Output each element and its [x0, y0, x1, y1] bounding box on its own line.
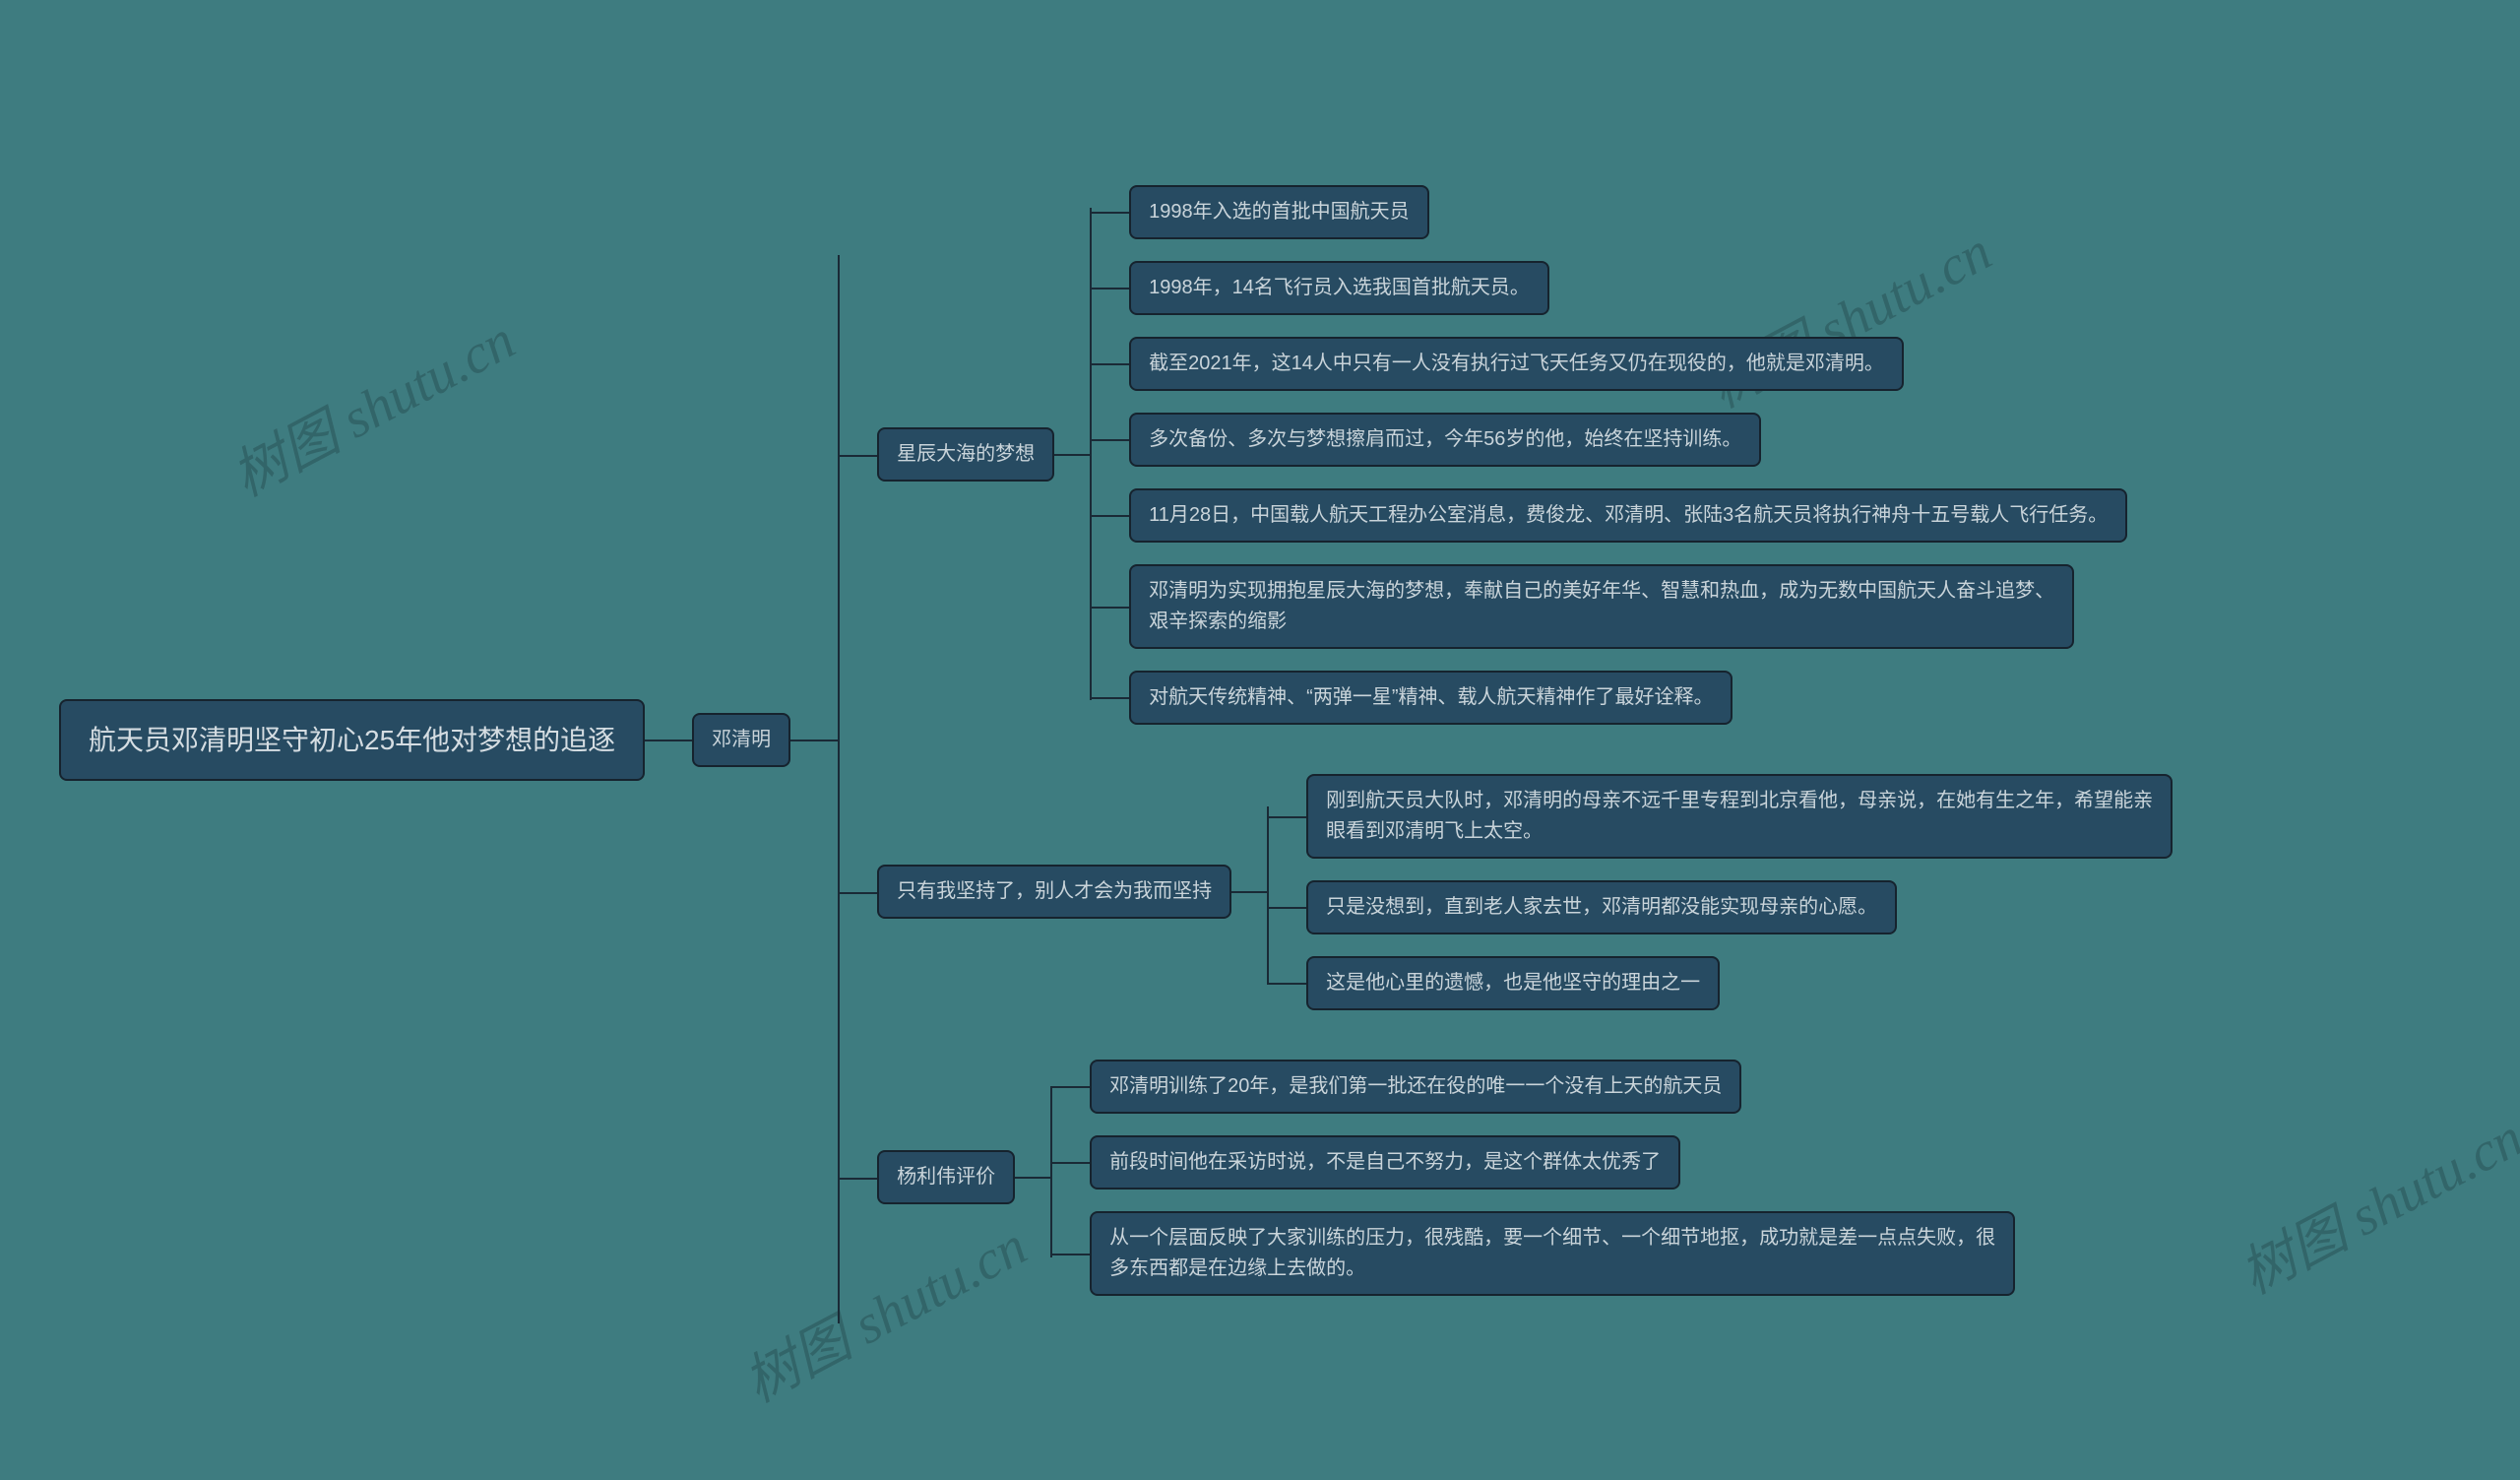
- leaf-node[interactable]: 这是他心里的遗憾，也是他坚守的理由之一: [1306, 956, 1720, 1010]
- level2-children: 星辰大海的梦想 1998年入选的首批中国航天员 1998年，14名飞行员入选我国…: [877, 185, 2173, 1296]
- root-node[interactable]: 航天员邓清明坚守初心25年他对梦想的追逐: [59, 699, 645, 781]
- leaf-node[interactable]: 1998年，14名飞行员入选我国首批航天员。: [1129, 261, 1549, 315]
- connector: [838, 1178, 877, 1180]
- leaf-node[interactable]: 1998年入选的首批中国航天员: [1129, 185, 1429, 239]
- mindmap-canvas: 航天员邓清明坚守初心25年他对梦想的追逐 邓清明 星辰大海的梦想 1998年入选…: [0, 0, 2520, 1480]
- leaf-node[interactable]: 前段时间他在采访时说，不是自己不努力，是这个群体太优秀了: [1090, 1135, 1680, 1190]
- connector: [838, 892, 877, 894]
- connector: [1054, 454, 1090, 456]
- branch-1-label[interactable]: 星辰大海的梦想: [877, 427, 1054, 482]
- branch-3-items: 邓清明训练了20年，是我们第一批还在役的唯一一个没有上天的航天员 前段时间他在采…: [1090, 1060, 2015, 1296]
- branch-1-items: 1998年入选的首批中国航天员 1998年，14名飞行员入选我国首批航天员。 截…: [1129, 185, 2127, 725]
- leaf-node[interactable]: 邓清明为实现拥抱星辰大海的梦想，奉献自己的美好年华、智慧和热血，成为无数中国航天…: [1129, 564, 2074, 649]
- leaf-node[interactable]: 只是没想到，直到老人家去世，邓清明都没能实现母亲的心愿。: [1306, 880, 1897, 934]
- connector: [1231, 891, 1267, 893]
- connector: [645, 740, 692, 741]
- branch-2-items: 刚到航天员大队时，邓清明的母亲不远千里专程到北京看他，母亲说，在她有生之年，希望…: [1306, 774, 2173, 1010]
- connector: [790, 740, 838, 741]
- connector: [838, 455, 877, 457]
- leaf-node[interactable]: 截至2021年，这14人中只有一人没有执行过飞天任务又仍在现役的，他就是邓清明。: [1129, 337, 1904, 391]
- branch-2-label[interactable]: 只有我坚持了，别人才会为我而坚持: [877, 865, 1231, 919]
- leaf-node[interactable]: 对航天传统精神、“两弹一星”精神、载人航天精神作了最好诠释。: [1129, 671, 1732, 725]
- leaf-node[interactable]: 11月28日，中国载人航天工程办公室消息，费俊龙、邓清明、张陆3名航天员将执行神…: [1129, 488, 2127, 543]
- bracket-b2: [1267, 774, 1306, 1010]
- branch-1: 星辰大海的梦想 1998年入选的首批中国航天员 1998年，14名飞行员入选我国…: [877, 185, 2173, 725]
- leaf-node[interactable]: 刚到航天员大队时，邓清明的母亲不远千里专程到北京看他，母亲说，在她有生之年，希望…: [1306, 774, 2173, 859]
- bracket-b1: [1090, 185, 1129, 725]
- level1-node[interactable]: 邓清明: [692, 713, 790, 767]
- connector: [1015, 1177, 1050, 1179]
- branch-3-label[interactable]: 杨利伟评价: [877, 1150, 1015, 1204]
- branch-2: 只有我坚持了，别人才会为我而坚持 刚到航天员大队时，邓清明的母亲不远千里专程到北…: [877, 774, 2173, 1010]
- leaf-node[interactable]: 从一个层面反映了大家训练的压力，很残酷，要一个细节、一个细节地抠，成功就是差一点…: [1090, 1211, 2015, 1296]
- leaf-node[interactable]: 邓清明训练了20年，是我们第一批还在役的唯一一个没有上天的航天员: [1090, 1060, 1741, 1114]
- bracket-b3: [1050, 1060, 1090, 1296]
- leaf-node[interactable]: 多次备份、多次与梦想擦肩而过，今年56岁的他，始终在坚持训练。: [1129, 413, 1761, 467]
- bracket-level2: [838, 0, 877, 1480]
- branch-3: 杨利伟评价 邓清明训练了20年，是我们第一批还在役的唯一一个没有上天的航天员 前…: [877, 1060, 2173, 1296]
